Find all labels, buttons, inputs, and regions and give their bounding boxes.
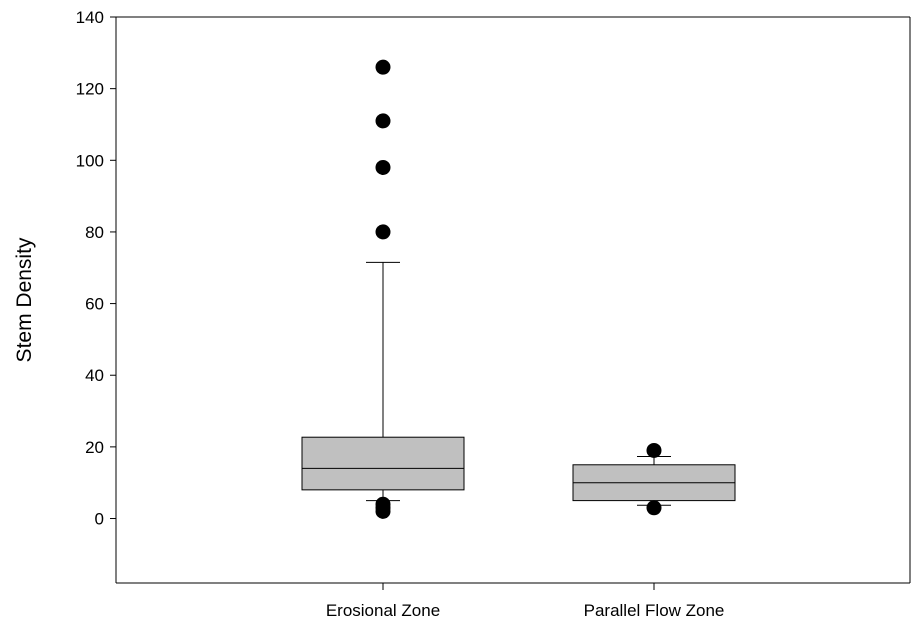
- outlier-point: [646, 500, 662, 516]
- outlier-point: [375, 59, 391, 75]
- y-axis-title: Stem Density: [13, 237, 36, 362]
- outlier-point: [646, 442, 662, 458]
- y-tick-label: 140: [76, 8, 104, 27]
- y-tick-label: 60: [85, 295, 104, 314]
- y-tick-label: 80: [85, 223, 104, 242]
- box-2: [572, 442, 736, 516]
- x-tick-label: Erosional Zone: [326, 601, 440, 620]
- iqr-box: [301, 436, 465, 491]
- outlier-point: [375, 159, 391, 175]
- outlier-point: [375, 113, 391, 129]
- outlier-point: [375, 503, 391, 519]
- y-tick-label: 20: [85, 438, 104, 457]
- y-tick-label: 100: [76, 151, 104, 170]
- box-series: [301, 59, 736, 519]
- y-tick-label: 40: [85, 366, 104, 385]
- outlier-point: [375, 224, 391, 240]
- y-tick-label: 120: [76, 80, 104, 99]
- x-tick-label: Parallel Flow Zone: [584, 601, 725, 620]
- axes: 0 20 40 60 80 100 120 140 Erosional Zone Parallel…: [76, 8, 911, 620]
- y-tick-label: 0: [95, 510, 104, 529]
- box-1: [301, 59, 465, 519]
